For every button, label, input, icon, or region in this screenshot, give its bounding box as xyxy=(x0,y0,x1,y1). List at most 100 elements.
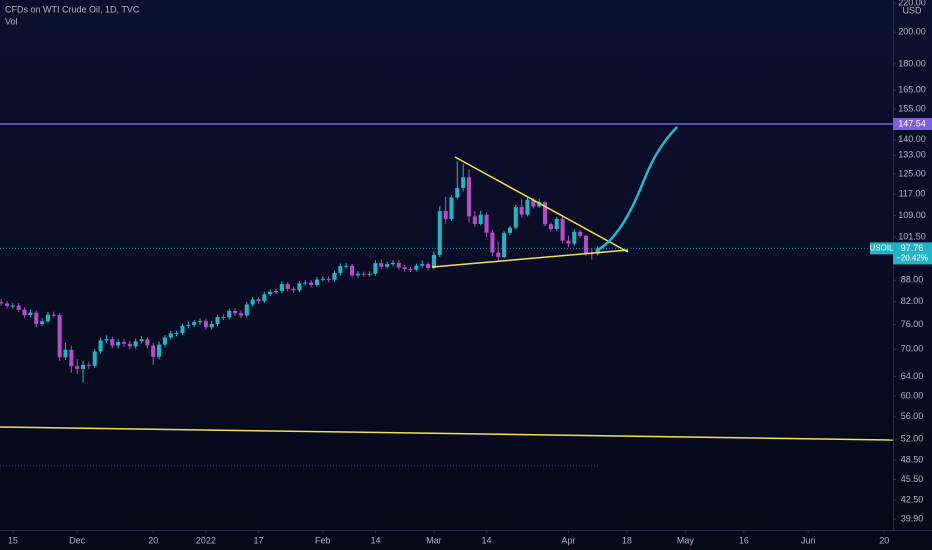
candle-body xyxy=(250,299,255,305)
projection-curve xyxy=(597,126,678,252)
candle-body xyxy=(414,265,419,270)
candle-body xyxy=(22,309,27,316)
y-tick-label: 155.00 xyxy=(898,103,926,113)
candle-body xyxy=(174,332,179,334)
currency-label: USD xyxy=(902,5,922,15)
triangle-upper xyxy=(454,156,629,253)
x-tick-label: Feb xyxy=(315,535,331,545)
candle-body xyxy=(507,227,512,233)
symbol-tag xyxy=(870,242,893,255)
candle-body xyxy=(256,299,261,302)
y-tick-label: 165.00 xyxy=(898,85,926,95)
candle-body xyxy=(426,264,431,269)
x-tick-label: 2022 xyxy=(196,535,216,545)
candle-body xyxy=(385,264,390,267)
candle-body xyxy=(244,304,249,316)
y-tick-label: 180.00 xyxy=(898,58,926,68)
candle-body xyxy=(197,320,203,323)
candle-body xyxy=(57,315,62,358)
candle-body xyxy=(548,224,553,230)
candle-body xyxy=(303,282,308,284)
candle-body xyxy=(472,216,477,224)
level-tag xyxy=(893,118,932,131)
candle-body xyxy=(309,282,314,286)
candle-body xyxy=(344,265,349,267)
candle-body xyxy=(560,218,565,241)
candle-body xyxy=(484,214,489,233)
candle-body xyxy=(80,364,86,369)
last-price-label: 97.76 xyxy=(901,243,924,253)
price-tag xyxy=(893,242,932,265)
trend-line xyxy=(0,426,894,441)
y-tick-label: 88.00 xyxy=(901,275,924,285)
candle-body xyxy=(361,273,366,275)
x-tick-label: Dec xyxy=(69,535,86,545)
x-tick-label: May xyxy=(677,535,695,545)
candle-body xyxy=(531,199,536,207)
candle-body xyxy=(373,263,378,274)
candle-body xyxy=(127,343,132,347)
candle-body xyxy=(554,218,559,230)
level-label: 147.54 xyxy=(898,118,926,128)
candle-body xyxy=(379,263,384,267)
candle-body xyxy=(572,231,577,244)
candle-body xyxy=(542,202,548,225)
candle-body xyxy=(537,202,542,207)
candle-body xyxy=(192,322,197,325)
candle-body xyxy=(466,177,472,217)
candle-body xyxy=(186,324,191,326)
candle-body xyxy=(98,340,103,352)
candle-body xyxy=(28,312,33,316)
candle-body xyxy=(209,324,214,328)
candle-body xyxy=(420,264,425,266)
candle-body xyxy=(238,313,243,316)
candle-body xyxy=(291,288,296,291)
candle-body xyxy=(139,339,144,342)
y-tick-label: 48.50 xyxy=(901,455,924,465)
y-tick-label: 200.00 xyxy=(898,26,926,36)
x-tick-label: 20 xyxy=(148,535,158,545)
y-tick-label: 64.00 xyxy=(901,371,924,381)
candle-body xyxy=(367,273,372,275)
candle-body xyxy=(390,262,396,265)
candle-body xyxy=(525,199,530,215)
candle-body xyxy=(455,187,460,198)
candle-body xyxy=(396,262,401,268)
candle-body xyxy=(168,333,173,338)
candle-body xyxy=(180,325,185,333)
x-tick-label: 14 xyxy=(482,535,492,545)
candle-body xyxy=(45,314,51,322)
candle-body xyxy=(110,339,115,346)
x-tick-label: Mar xyxy=(426,535,442,545)
candle-body xyxy=(104,339,109,341)
candle-body xyxy=(51,314,56,316)
candle-body xyxy=(338,266,343,274)
candle-body xyxy=(314,279,320,286)
x-tick-label: 20 xyxy=(879,535,889,545)
candle-body xyxy=(437,211,442,255)
candle-body xyxy=(63,349,68,358)
x-tick-label: 15 xyxy=(8,535,18,545)
candle-body xyxy=(461,177,466,188)
candle-body xyxy=(326,278,331,280)
symbol-label: USOIL xyxy=(869,244,894,253)
candle-body xyxy=(92,351,97,366)
candle-body xyxy=(513,207,518,228)
candle-body xyxy=(595,248,600,254)
y-tick-label: 52.00 xyxy=(901,434,924,444)
candle-body xyxy=(162,337,167,345)
x-tick-label: Apr xyxy=(561,535,575,545)
x-tick-label: 17 xyxy=(253,535,263,545)
candle-body xyxy=(297,283,302,291)
candle-body xyxy=(578,231,583,236)
x-tick-label: Jun xyxy=(801,535,816,545)
y-tick-label: 117.00 xyxy=(899,188,926,198)
candle-body xyxy=(215,317,220,325)
candle-body xyxy=(431,254,436,269)
candle-body xyxy=(268,291,273,295)
candle-body xyxy=(519,207,524,215)
y-tick-label: 101.50 xyxy=(898,231,926,241)
